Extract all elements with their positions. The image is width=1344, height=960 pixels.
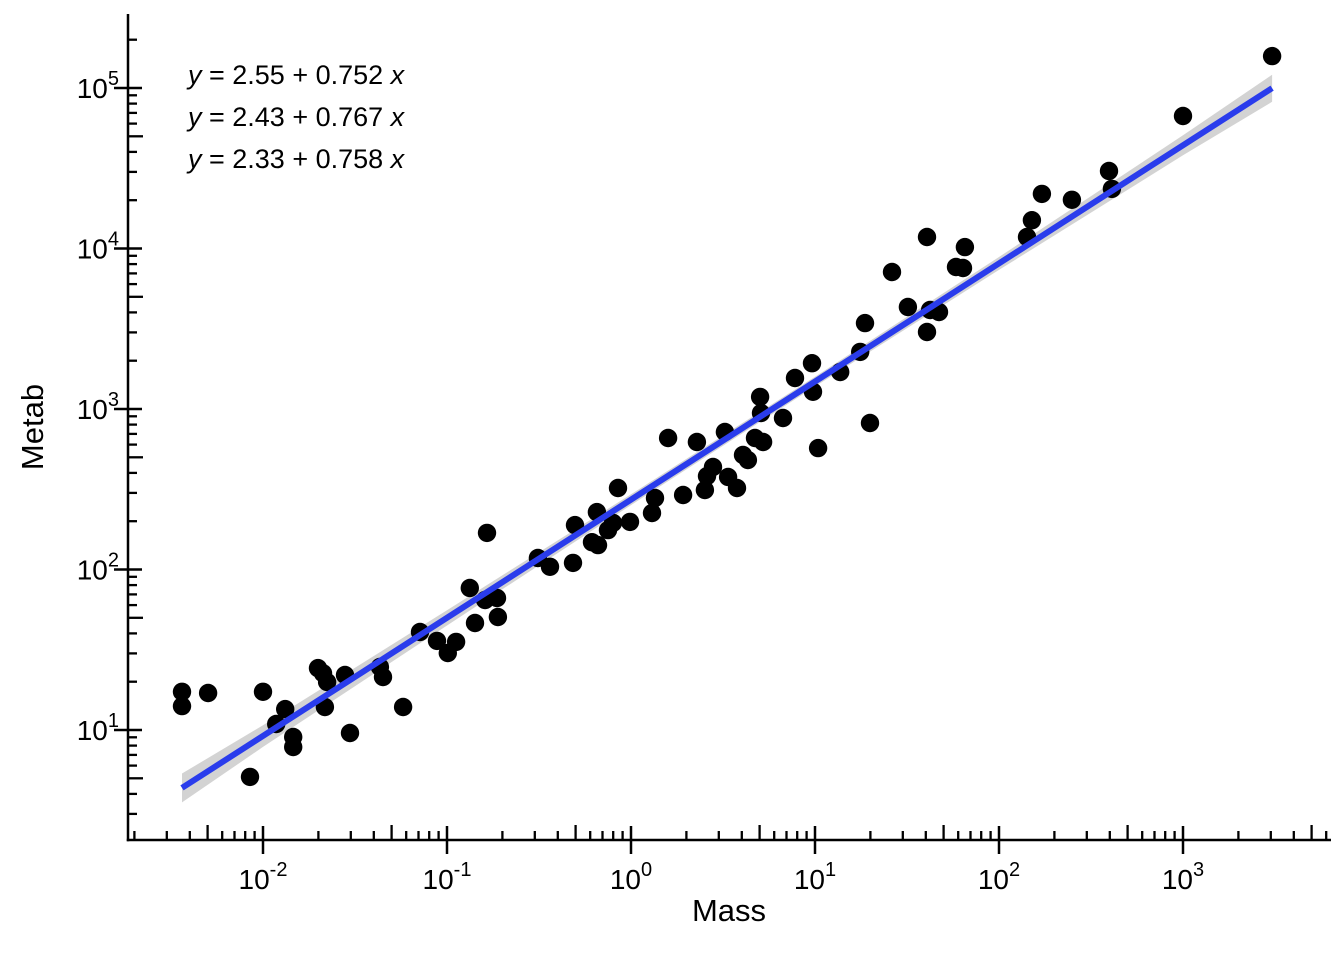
data-point bbox=[955, 237, 975, 257]
data-point bbox=[773, 408, 793, 428]
data-point bbox=[645, 488, 665, 508]
data-point bbox=[1262, 46, 1282, 66]
x-tick-label: 10-2 bbox=[239, 859, 288, 895]
data-point bbox=[317, 672, 337, 692]
data-point bbox=[340, 723, 360, 743]
data-point bbox=[460, 578, 479, 598]
data-point bbox=[953, 258, 973, 278]
data-point bbox=[808, 438, 828, 458]
x-tick-label: 100 bbox=[610, 859, 652, 895]
data-point bbox=[563, 553, 583, 573]
data-point bbox=[1022, 211, 1042, 230]
data-point bbox=[540, 557, 560, 576]
equation-lhs: y bbox=[188, 60, 202, 90]
data-point bbox=[687, 432, 707, 452]
data-point bbox=[1099, 161, 1119, 181]
y-tick-label: 102 bbox=[77, 550, 119, 586]
equation-var: x bbox=[390, 102, 405, 132]
data-point bbox=[1173, 106, 1193, 126]
data-point bbox=[172, 682, 192, 701]
equation-lhs: y bbox=[188, 144, 202, 174]
data-point bbox=[253, 682, 273, 701]
data-point bbox=[465, 613, 485, 633]
data-point bbox=[917, 227, 937, 247]
regression-line bbox=[180, 85, 1274, 791]
data-point bbox=[427, 631, 447, 651]
data-point bbox=[917, 322, 937, 342]
data-point bbox=[240, 767, 260, 787]
data-point bbox=[172, 696, 192, 716]
x-tick-label: 102 bbox=[978, 859, 1020, 895]
data-point bbox=[488, 607, 508, 627]
data-point bbox=[695, 480, 715, 500]
equation-lhs: y bbox=[188, 102, 202, 132]
data-point bbox=[855, 313, 875, 333]
data-point bbox=[603, 513, 623, 533]
data-point bbox=[673, 485, 693, 505]
equation-body: = 2.43 + 0.767 bbox=[201, 102, 391, 132]
data-point bbox=[860, 413, 880, 433]
data-point bbox=[373, 667, 393, 687]
equation-body: = 2.55 + 0.752 bbox=[201, 60, 391, 90]
data-point bbox=[898, 297, 918, 317]
data-point bbox=[608, 478, 628, 498]
y-tick-label: 104 bbox=[77, 229, 119, 265]
data-point bbox=[588, 535, 608, 555]
data-point bbox=[620, 512, 640, 532]
data-point bbox=[1062, 190, 1082, 209]
data-point bbox=[446, 632, 466, 652]
data-point bbox=[703, 457, 723, 477]
equation-var: x bbox=[390, 60, 405, 90]
data-point bbox=[750, 387, 770, 407]
data-point bbox=[785, 368, 805, 388]
data-point bbox=[642, 503, 662, 523]
data-point bbox=[487, 588, 507, 608]
data-point bbox=[276, 699, 295, 719]
equation-var: x bbox=[390, 144, 405, 174]
data-point bbox=[198, 683, 218, 703]
equation-body: = 2.33 + 0.758 bbox=[201, 144, 391, 174]
y-tick-label: 103 bbox=[77, 389, 119, 425]
equation-row-3: y = 2.33 + 0.758 x bbox=[188, 138, 404, 180]
y-tick-label: 101 bbox=[77, 710, 119, 746]
data-point bbox=[738, 450, 758, 470]
data-point bbox=[393, 697, 413, 717]
equation-row-2: y = 2.43 + 0.767 x bbox=[188, 96, 404, 138]
equation-row-1: y = 2.55 + 0.752 x bbox=[188, 54, 404, 96]
x-tick-label: 10-1 bbox=[423, 859, 472, 895]
data-point bbox=[753, 432, 773, 452]
x-axis-title: Mass bbox=[691, 893, 767, 928]
equation-annotations: y = 2.55 + 0.752 x y = 2.43 + 0.767 x y … bbox=[188, 54, 404, 180]
data-point bbox=[658, 428, 678, 448]
x-tick-label: 101 bbox=[794, 859, 836, 895]
data-point bbox=[802, 354, 822, 373]
data-point bbox=[1032, 184, 1052, 204]
data-point bbox=[727, 478, 747, 498]
data-point bbox=[882, 262, 902, 282]
y-axis-title: Metab bbox=[15, 383, 50, 471]
data-point bbox=[284, 737, 303, 757]
x-tick-label: 103 bbox=[1162, 859, 1204, 895]
data-point bbox=[477, 523, 497, 543]
y-tick-label: 105 bbox=[77, 68, 119, 104]
